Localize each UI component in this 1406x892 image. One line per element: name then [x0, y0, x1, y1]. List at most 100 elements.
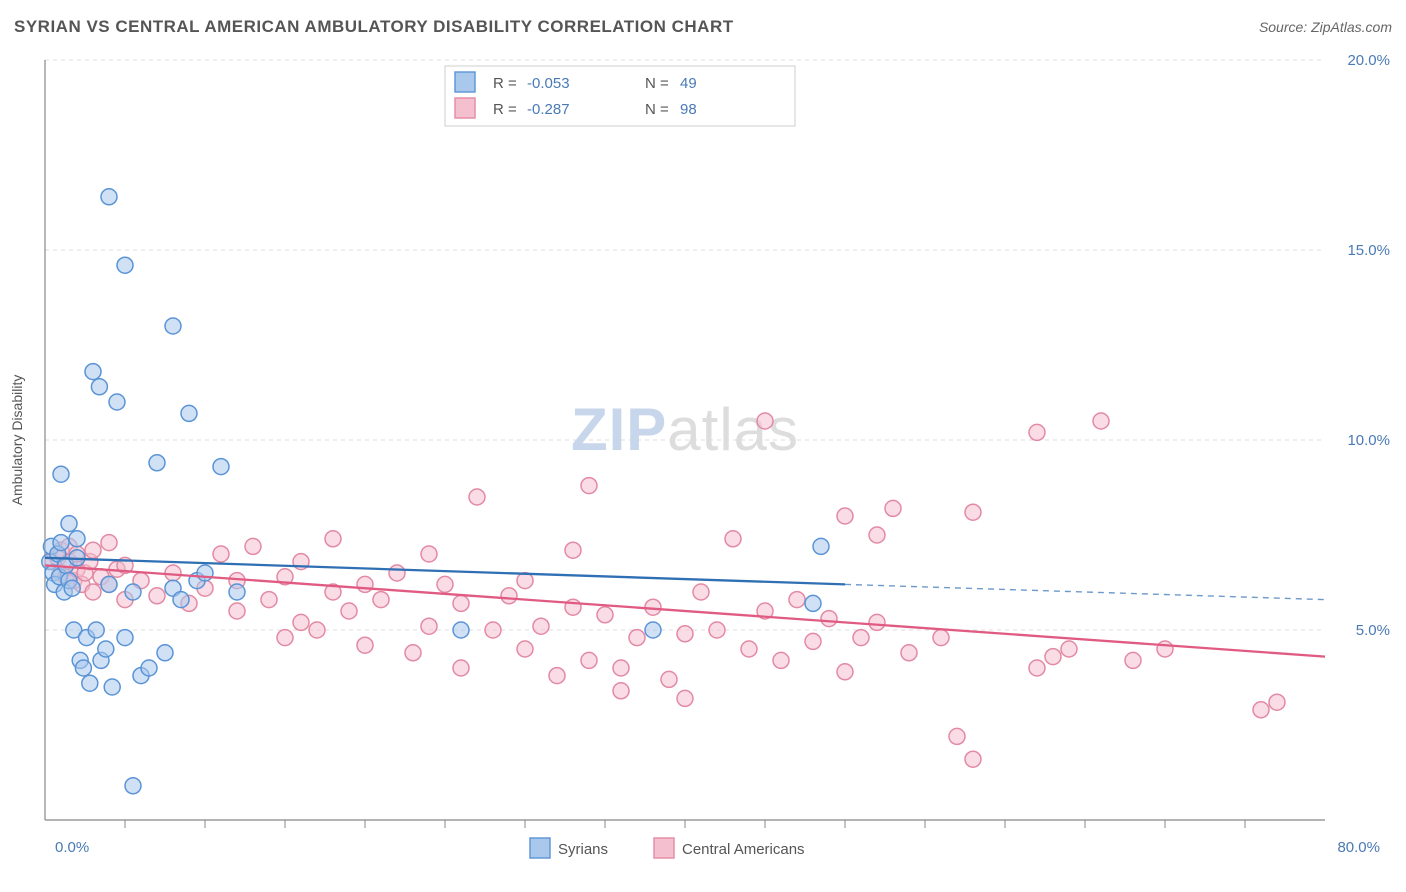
point-central-american [1157, 641, 1173, 657]
point-central-american [965, 751, 981, 767]
point-central-american [677, 626, 693, 642]
legend-swatch [455, 98, 475, 118]
point-syrian [181, 405, 197, 421]
point-central-american [581, 478, 597, 494]
point-central-american [869, 527, 885, 543]
y-tick-label: 15.0% [1347, 242, 1390, 259]
chart-title: SYRIAN VS CENTRAL AMERICAN AMBULATORY DI… [14, 17, 734, 36]
point-central-american [965, 504, 981, 520]
point-central-american [469, 489, 485, 505]
point-central-american [341, 603, 357, 619]
point-syrian [141, 660, 157, 676]
point-central-american [357, 576, 373, 592]
point-central-american [485, 622, 501, 638]
point-central-american [901, 645, 917, 661]
point-syrian [117, 630, 133, 646]
point-central-american [677, 690, 693, 706]
point-central-american [1061, 641, 1077, 657]
x-tick-label: 0.0% [55, 839, 89, 856]
point-central-american [421, 546, 437, 562]
point-central-american [229, 603, 245, 619]
point-central-american [149, 588, 165, 604]
point-central-american [101, 535, 117, 551]
point-syrian [453, 622, 469, 638]
point-syrian [165, 318, 181, 334]
point-central-american [1029, 424, 1045, 440]
point-central-american [757, 413, 773, 429]
point-central-american [405, 645, 421, 661]
legend-series-label: Syrians [558, 841, 608, 858]
point-syrian [805, 595, 821, 611]
point-central-american [773, 652, 789, 668]
point-central-american [869, 614, 885, 630]
point-central-american [1253, 702, 1269, 718]
y-tick-label: 5.0% [1356, 622, 1390, 639]
legend-n-label: N = [645, 101, 669, 118]
point-syrian [157, 645, 173, 661]
source-label: Source: ZipAtlas.com [1259, 19, 1392, 35]
point-syrian [813, 538, 829, 554]
point-central-american [613, 660, 629, 676]
point-central-american [437, 576, 453, 592]
x-tick-label: 80.0% [1337, 839, 1380, 856]
point-syrian [117, 257, 133, 273]
point-central-american [709, 622, 725, 638]
point-central-american [693, 584, 709, 600]
legend-n-value: 98 [680, 101, 697, 118]
legend-series-label: Central Americans [682, 841, 805, 858]
chart-svg: ZIPatlas5.0%10.0%15.0%20.0%0.0%80.0%SYRI… [0, 0, 1406, 892]
point-syrian [125, 778, 141, 794]
point-central-american [85, 584, 101, 600]
point-syrian [85, 364, 101, 380]
point-central-american [453, 660, 469, 676]
legend-swatch [530, 838, 550, 858]
y-axis-label: Ambulatory Disability [9, 375, 25, 506]
point-syrian [149, 455, 165, 471]
point-central-american [741, 641, 757, 657]
point-central-american [949, 728, 965, 744]
point-central-american [581, 652, 597, 668]
point-central-american [1029, 660, 1045, 676]
legend-n-label: N = [645, 75, 669, 92]
legend-swatch [654, 838, 674, 858]
point-syrian [98, 641, 114, 657]
point-central-american [261, 592, 277, 608]
point-syrian [61, 516, 77, 532]
point-central-american [837, 664, 853, 680]
point-central-american [1125, 652, 1141, 668]
point-central-american [373, 592, 389, 608]
legend-r-label: R = [493, 101, 517, 118]
point-central-american [853, 630, 869, 646]
point-central-american [309, 622, 325, 638]
point-central-american [245, 538, 261, 554]
point-central-american [629, 630, 645, 646]
point-central-american [517, 641, 533, 657]
point-central-american [933, 630, 949, 646]
point-syrian [53, 535, 69, 551]
point-central-american [1269, 694, 1285, 710]
point-central-american [613, 683, 629, 699]
point-syrian [69, 531, 85, 547]
point-central-american [85, 542, 101, 558]
point-central-american [821, 611, 837, 627]
legend-swatch [455, 72, 475, 92]
point-syrian [229, 584, 245, 600]
point-syrian [101, 576, 117, 592]
point-syrian [64, 580, 80, 596]
point-central-american [325, 531, 341, 547]
point-syrian [53, 466, 69, 482]
point-central-american [213, 546, 229, 562]
point-syrian [101, 189, 117, 205]
point-central-american [1093, 413, 1109, 429]
point-syrian [75, 660, 91, 676]
point-central-american [789, 592, 805, 608]
point-syrian [82, 675, 98, 691]
y-tick-label: 10.0% [1347, 432, 1390, 449]
point-central-american [293, 614, 309, 630]
point-central-american [549, 668, 565, 684]
point-syrian [197, 565, 213, 581]
point-central-american [389, 565, 405, 581]
point-central-american [277, 630, 293, 646]
point-syrian [88, 622, 104, 638]
point-central-american [805, 633, 821, 649]
